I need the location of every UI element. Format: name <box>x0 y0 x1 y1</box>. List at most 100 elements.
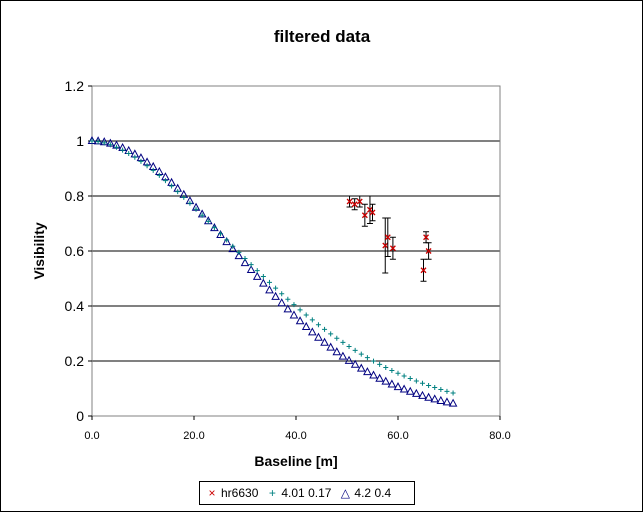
triangle-point <box>369 370 378 379</box>
triangle-point <box>320 337 329 346</box>
plus-point <box>401 373 407 379</box>
data-series <box>87 135 458 407</box>
plus-point <box>181 194 187 200</box>
triangle-point <box>356 363 366 372</box>
plus-point <box>346 343 352 349</box>
x-axis-ticks: 0.0 20.0 40.0 60.0 80.0 <box>84 416 511 442</box>
plus-point <box>162 178 168 184</box>
triangle-point <box>344 355 354 364</box>
plus-point <box>138 158 144 164</box>
y-tick-label: 1.2 <box>65 78 85 94</box>
triangle-point <box>289 310 299 319</box>
gridlines <box>92 85 500 417</box>
plus-point <box>413 378 419 384</box>
x-point <box>389 245 396 252</box>
triangle-point <box>295 316 305 325</box>
triangle-point <box>228 244 238 253</box>
triangle-point <box>338 351 348 360</box>
plus-point <box>334 335 340 341</box>
triangle-point <box>405 386 415 395</box>
x-tick-label: 40.0 <box>285 430 306 442</box>
triangle-point <box>314 332 323 341</box>
triangle-point <box>246 264 256 274</box>
triangle-point <box>283 304 293 313</box>
triangle-point <box>252 271 262 280</box>
triangle-point <box>412 388 421 397</box>
triangle-point <box>326 342 336 351</box>
plus-point <box>419 380 425 386</box>
plus-point <box>248 262 254 268</box>
triangle-point <box>448 398 458 407</box>
triangle-point <box>418 390 427 399</box>
plus-point <box>156 172 162 178</box>
legend-label: hr6630 <box>221 486 259 500</box>
plus-point <box>407 376 413 382</box>
plus-point <box>438 386 444 392</box>
plus-point <box>236 249 242 255</box>
plus-point <box>211 225 217 231</box>
legend: × hr6630 + 4.01 0.17 △ 4.2 0.4 <box>199 481 415 505</box>
triangle-point <box>424 392 433 401</box>
x-point <box>351 201 358 208</box>
plus-point <box>169 183 175 189</box>
x-point <box>369 209 376 216</box>
y-axis-ticks: 0 0.2 0.4 0.6 0.8 1 1.2 <box>65 78 92 424</box>
y-tick-label: 0.4 <box>65 298 85 314</box>
triangle-point <box>265 285 274 294</box>
triangle-point <box>350 359 360 368</box>
plus-point <box>352 347 358 353</box>
plus-point <box>285 296 291 302</box>
x-point <box>384 234 391 241</box>
triangle-point <box>430 394 440 403</box>
chart-title: filtered data <box>274 27 371 46</box>
plus-point <box>120 147 126 153</box>
plus-point <box>279 291 285 297</box>
triangle-point <box>387 379 397 388</box>
y-axis-label: Visibility <box>31 222 47 280</box>
x-axis-label: Baseline [m] <box>254 453 337 469</box>
plus-point <box>199 212 205 218</box>
plus-point <box>297 307 303 313</box>
triangle-point <box>436 395 446 404</box>
y-tick-label: 0.8 <box>65 188 85 204</box>
y-tick-label: 0.2 <box>65 353 85 369</box>
x-point <box>356 198 363 205</box>
plus-point <box>322 326 328 332</box>
plus-point <box>218 231 224 237</box>
x-point <box>420 267 427 274</box>
legend-entry-model-1: + 4.01 0.17 <box>266 486 332 500</box>
y-tick-label: 0 <box>76 408 84 424</box>
plus-point <box>266 279 272 285</box>
legend-entry-model-2: △ 4.2 0.4 <box>339 486 391 500</box>
plus-point <box>107 142 113 148</box>
triangle-point <box>363 367 372 376</box>
x-tick-label: 80.0 <box>489 430 510 442</box>
plus-point <box>444 388 450 394</box>
x-marker-icon: × <box>208 486 216 500</box>
plus-point <box>230 243 236 249</box>
plus-point <box>126 151 132 157</box>
triangle-marker-icon: △ <box>340 486 351 500</box>
plus-point <box>193 206 199 212</box>
plus-point <box>273 285 279 291</box>
triangle-point <box>259 278 268 287</box>
plus-point <box>450 390 456 396</box>
plus-point <box>205 218 211 224</box>
plus-point <box>113 144 119 150</box>
triangle-point <box>307 327 317 336</box>
triangle-point <box>216 230 225 239</box>
plus-point <box>383 364 389 370</box>
triangle-point <box>271 291 280 300</box>
triangle-point <box>442 397 452 406</box>
plus-point <box>260 274 266 280</box>
triangle-point <box>240 258 250 267</box>
plus-point <box>315 322 321 328</box>
plus-marker-icon: + <box>268 486 276 500</box>
plus-point <box>132 154 138 160</box>
legend-label: 4.2 0.4 <box>354 486 392 500</box>
plus-point <box>254 268 260 274</box>
plus-point <box>328 331 334 337</box>
x-tick-label: 20.0 <box>183 430 204 442</box>
